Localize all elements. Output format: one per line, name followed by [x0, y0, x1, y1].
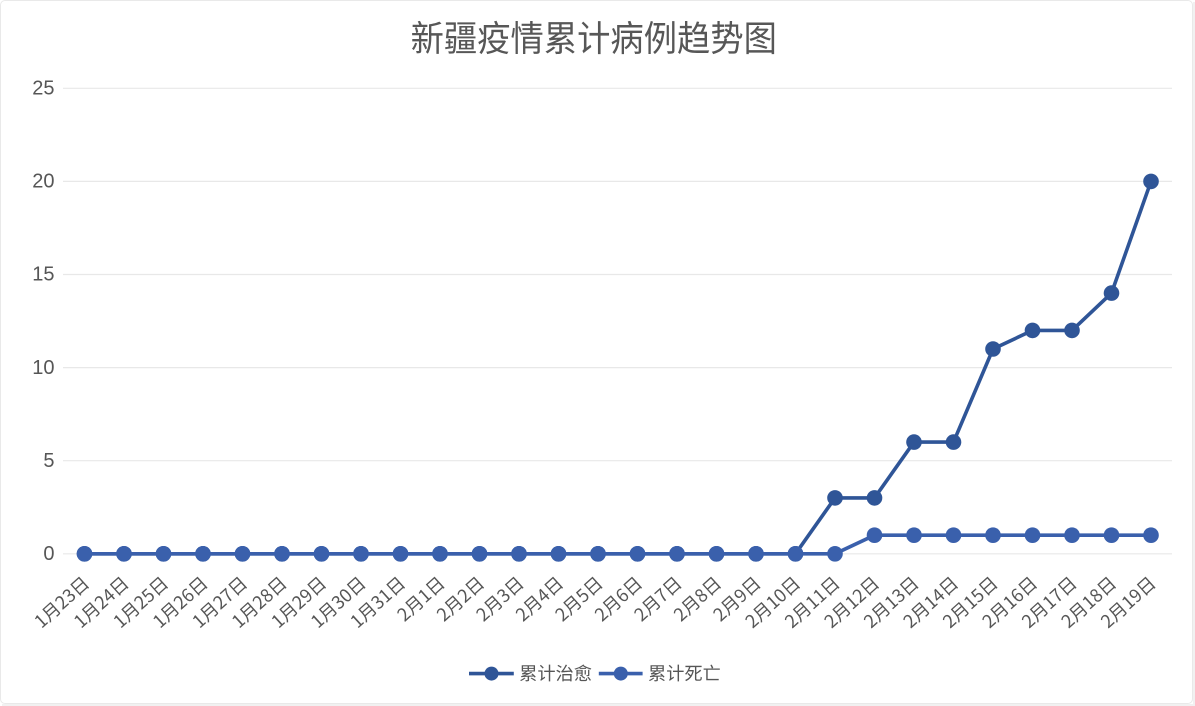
svg-text:20: 20: [32, 171, 54, 193]
svg-text:5: 5: [43, 450, 54, 472]
svg-text:25: 25: [32, 78, 54, 100]
svg-text:0: 0: [43, 543, 54, 565]
svg-text:15: 15: [32, 264, 54, 286]
svg-text:10: 10: [32, 357, 54, 379]
